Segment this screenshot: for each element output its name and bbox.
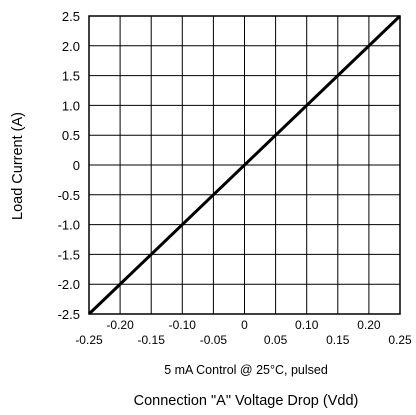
x-tick-label-lower: 0.15	[326, 333, 350, 347]
y-tick-label: -0.5	[58, 188, 80, 203]
x-tick-label-upper: 0.10	[295, 318, 319, 332]
y-tick-label: 2.0	[62, 39, 80, 54]
x-tick-label-upper: 0	[241, 318, 248, 332]
x-tick-labels-lower: -0.25 -0.15 -0.05 0.05 0.15 0.25	[75, 333, 412, 347]
x-tick-label-upper: -0.10	[169, 318, 197, 332]
y-tick-label: -2.5	[58, 307, 80, 322]
y-tick-label: 1.0	[62, 98, 80, 113]
x-tick-label-lower: 0.05	[264, 333, 288, 347]
series-layer	[87, 14, 402, 316]
x-tick-label-lower: -0.15	[138, 333, 166, 347]
plot-frame	[88, 15, 401, 315]
x-axis-label: Connection "A" Voltage Drop (Vdd)	[134, 393, 359, 409]
x-tick-label-upper: -0.20	[106, 318, 134, 332]
y-tick-label: -1.5	[58, 247, 80, 262]
y-tick-label: 0	[73, 158, 80, 173]
y-tick-label: 1.5	[62, 69, 80, 84]
chart-annotation: 5 mA Control @ 25°C, pulsed	[164, 363, 328, 377]
series-line	[87, 14, 402, 316]
y-tick-label: -1.0	[58, 218, 80, 233]
x-tick-label-upper: 0.20	[357, 318, 381, 332]
y-tick-label: 0.5	[62, 128, 80, 143]
x-tick-labels-upper: -0.20 -0.10 0 0.10 0.20	[106, 318, 380, 332]
x-tick-label-lower: -0.05	[200, 333, 228, 347]
y-tick-label: 2.5	[62, 9, 80, 24]
y-tick-label: -2.0	[58, 277, 80, 292]
y-axis-label: Load Current (A)	[10, 112, 26, 220]
x-tick-label-lower: 0.25	[388, 333, 412, 347]
y-tick-labels: 2.5 2.0 1.5 1.0 0.5 0 -0.5 -1.0 -1.5 -2.0 -2.5	[58, 9, 80, 322]
x-tick-label-lower: -0.25	[75, 333, 103, 347]
